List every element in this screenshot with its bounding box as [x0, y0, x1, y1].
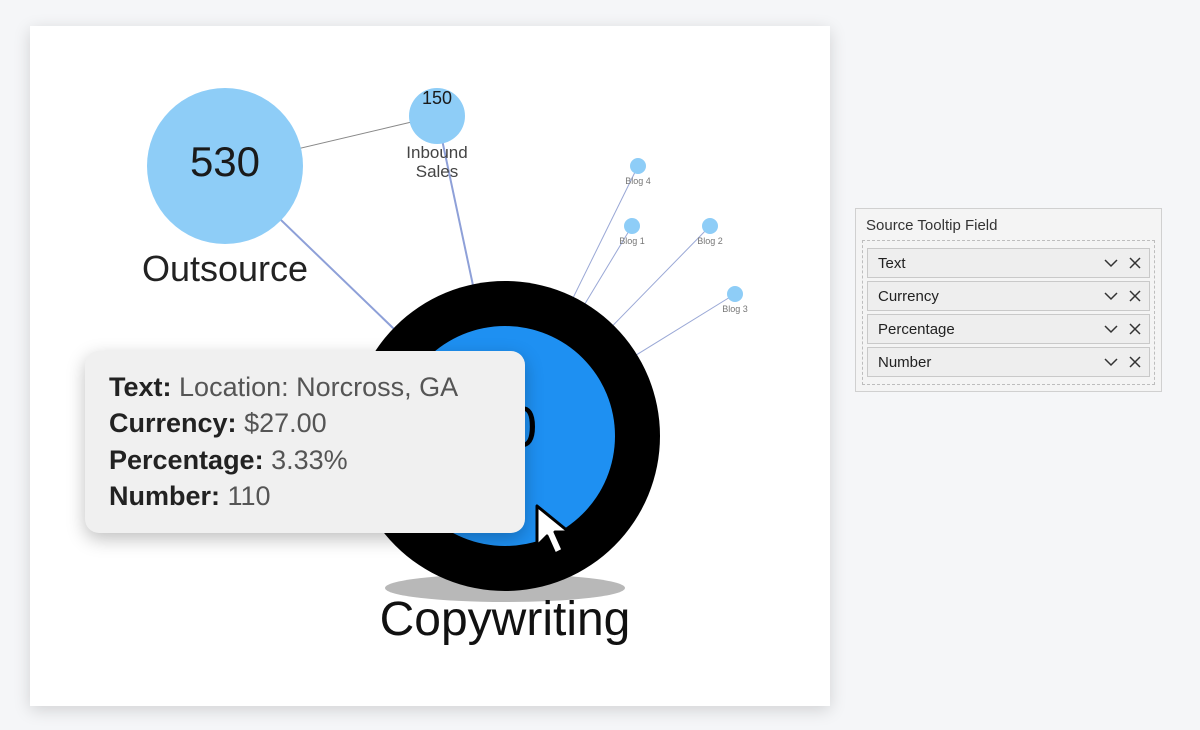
chevron-down-icon[interactable]	[1103, 288, 1119, 304]
close-icon[interactable]	[1127, 321, 1143, 337]
close-icon[interactable]	[1127, 354, 1143, 370]
node-blog3[interactable]	[727, 286, 743, 302]
field-currency-label: Currency	[878, 288, 1103, 305]
tooltip-row-number: Number: 110	[109, 478, 501, 514]
close-icon[interactable]	[1127, 288, 1143, 304]
field-text[interactable]: Text	[867, 248, 1150, 278]
chart-tooltip: Text: Location: Norcross, GA Currency: $…	[85, 351, 525, 533]
chevron-down-icon[interactable]	[1103, 321, 1119, 337]
field-text-label: Text	[878, 255, 1103, 272]
panel-field-list: Text Currency Percentage Number	[862, 240, 1155, 385]
node-blog2[interactable]	[702, 218, 718, 234]
field-currency[interactable]: Currency	[867, 281, 1150, 311]
node-inbound[interactable]	[409, 88, 465, 144]
chevron-down-icon[interactable]	[1103, 354, 1119, 370]
tooltip-row-currency: Currency: $27.00	[109, 405, 501, 441]
network-chart-card: 530 150 10 Outsource Inbound Sales Copyw…	[30, 26, 830, 706]
node-blog4[interactable]	[630, 158, 646, 174]
node-outsource[interactable]	[147, 88, 303, 244]
field-percentage[interactable]: Percentage	[867, 314, 1150, 344]
panel-title: Source Tooltip Field	[856, 209, 1161, 240]
field-percentage-label: Percentage	[878, 321, 1103, 338]
tooltip-row-text: Text: Location: Norcross, GA	[109, 369, 501, 405]
tooltip-fields-panel: Source Tooltip Field Text Currency Perce…	[855, 208, 1162, 392]
tooltip-row-percentage: Percentage: 3.33%	[109, 442, 501, 478]
field-number-label: Number	[878, 354, 1103, 371]
chevron-down-icon[interactable]	[1103, 255, 1119, 271]
field-number[interactable]: Number	[867, 347, 1150, 377]
close-icon[interactable]	[1127, 255, 1143, 271]
node-blog1[interactable]	[624, 218, 640, 234]
